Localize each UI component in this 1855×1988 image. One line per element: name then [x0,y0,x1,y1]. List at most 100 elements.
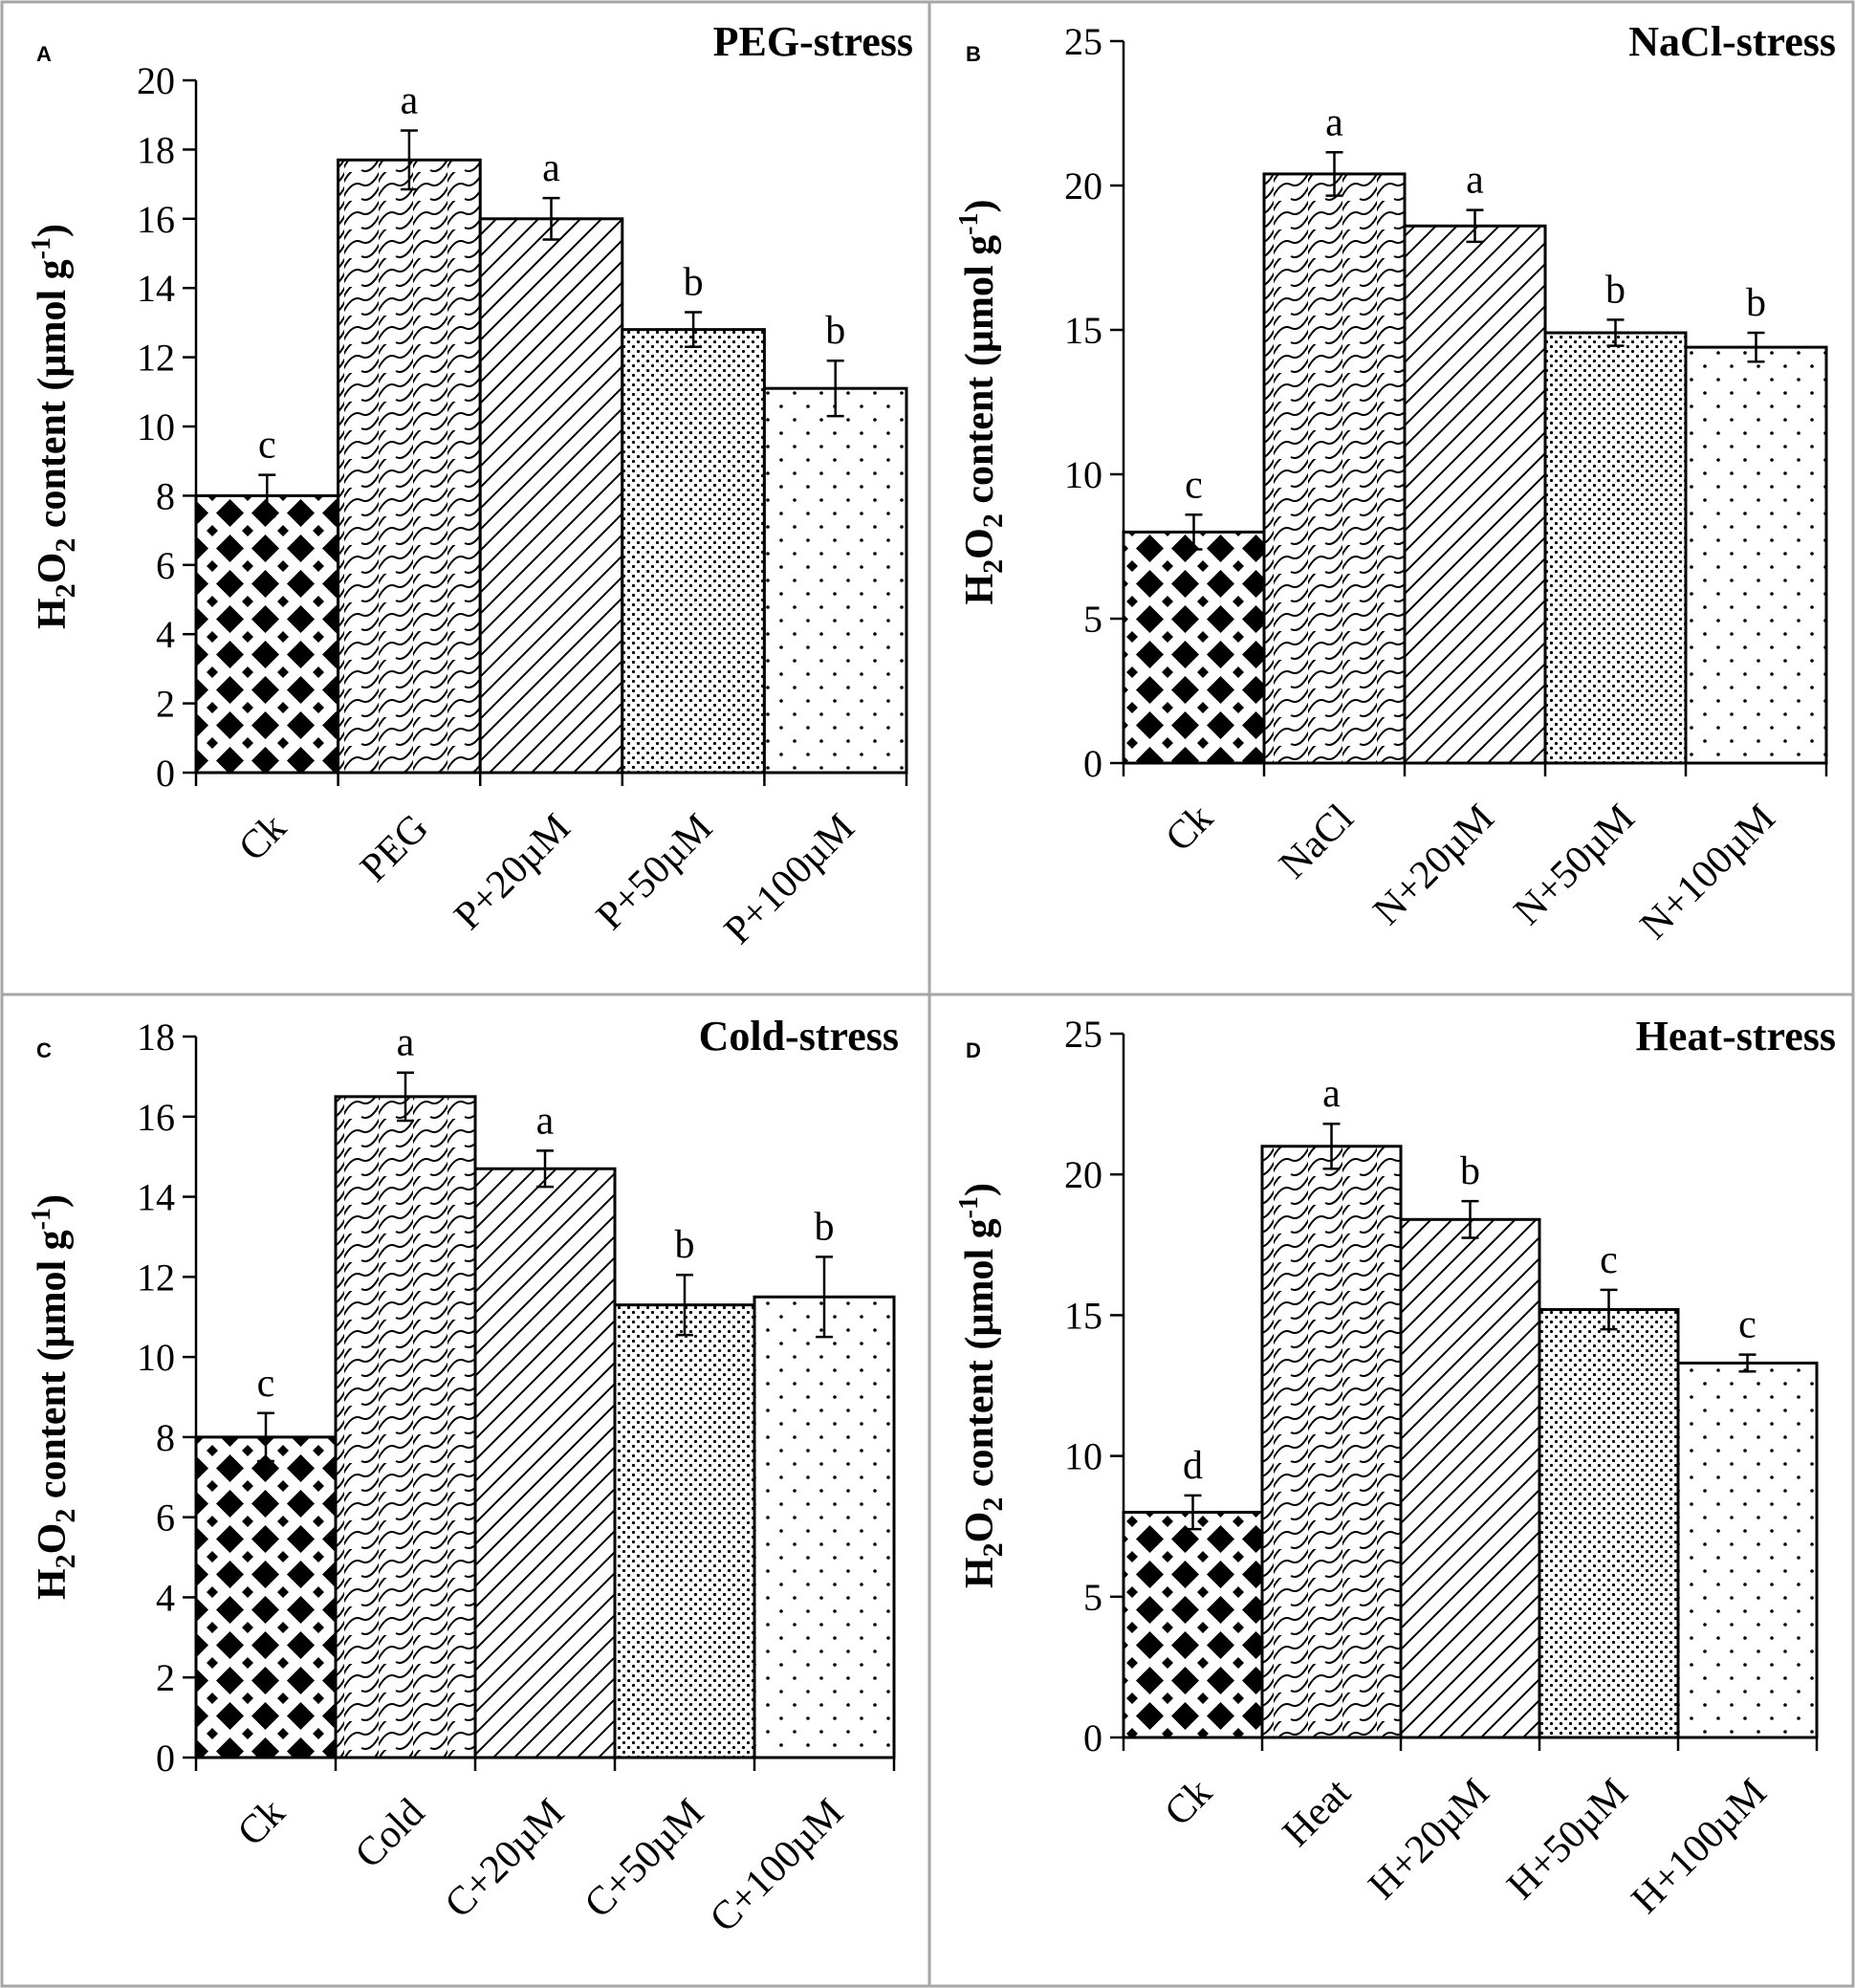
bar-0 [194,493,340,775]
panel-border [928,993,1855,1988]
bar-0 [194,1435,338,1759]
significance-label-1: a [401,78,419,122]
significance-label-3: b [684,261,704,305]
bar-4 [1676,1361,1819,1739]
category-label-1: Cold [347,1791,433,1877]
y-tick-label-0: 0 [1083,742,1102,785]
y-tick-label-4: 20 [1064,164,1102,208]
bar-1 [337,158,482,775]
y-tick-label-3: 6 [156,1496,175,1540]
y-tick-label-9: 18 [137,128,175,171]
significance-label-0: c [258,424,276,468]
bar-0 [1122,1510,1264,1739]
y-tick-label-6: 12 [137,337,175,380]
y-tick-label-7: 14 [137,1176,175,1219]
y-axis-label: H2O2 content (µmol g-1) [27,1194,81,1600]
bar-2 [478,217,624,775]
y-tick-label-8: 16 [137,1096,175,1139]
category-label-3: H+50µM [1499,1771,1637,1909]
chart-title: PEG-stress [713,18,913,65]
bar-1 [334,1095,477,1759]
significance-label-2: a [1466,159,1484,203]
bar-1 [1260,1145,1403,1739]
y-tick-label-2: 4 [156,1576,175,1619]
significance-label-3: b [1605,268,1626,312]
y-tick-label-3: 6 [156,544,175,587]
bar-3 [613,1303,756,1759]
significance-label-4: b [1746,281,1766,325]
y-axis-label: H2O2 content (µmol g-1) [954,200,1009,605]
y-tick-label-0: 0 [156,1737,175,1780]
category-label-4: C+100µM [702,1791,852,1941]
significance-label-0: c [257,1362,275,1406]
panel-letter: D [966,1038,981,1062]
bar-4 [1684,345,1828,765]
panel-letter: C [36,1038,52,1062]
y-tick-label-4: 20 [1064,1153,1102,1196]
chart-title: Cold-stress [699,1013,899,1060]
category-label-0: Ck [1156,1771,1220,1835]
category-label-0: Ck [229,1791,294,1855]
y-tick-label-1: 2 [156,1656,175,1699]
y-tick-label-2: 10 [1064,1435,1102,1478]
y-tick-label-5: 25 [1064,20,1102,63]
y-tick-label-1: 2 [156,683,175,726]
bar-3 [621,328,766,775]
bar-4 [762,386,908,775]
category-label-4: H+100µM [1624,1771,1776,1923]
y-tick-label-5: 25 [1064,1013,1102,1056]
y-tick-label-7: 14 [137,267,175,310]
y-tick-label-1: 5 [1083,598,1102,641]
panel-letter: B [966,42,981,66]
significance-label-2: a [542,146,560,190]
category-label-4: P+100µM [716,806,863,953]
bar-1 [1262,172,1407,765]
category-label-1: Heat [1275,1770,1360,1855]
significance-label-0: c [1185,463,1203,507]
significance-label-1: a [1322,1072,1341,1116]
y-tick-label-1: 5 [1083,1576,1102,1619]
y-tick-label-10: 20 [137,59,175,102]
y-tick-label-0: 0 [1083,1716,1102,1759]
significance-label-3: b [675,1223,695,1267]
category-label-2: N+20µM [1365,797,1503,934]
category-label-3: N+50µM [1506,797,1644,934]
bar-2 [1399,1217,1541,1739]
y-tick-label-8: 16 [137,198,175,241]
category-label-0: Ck [230,806,295,870]
significance-label-3: c [1600,1238,1618,1282]
y-axis-label: H2O2 content (µmol g-1) [954,1183,1009,1588]
significance-label-0: d [1183,1444,1203,1488]
category-label-3: P+50µM [588,806,721,939]
bar-4 [753,1295,896,1759]
y-tick-label-5: 10 [137,1336,175,1379]
category-label-2: C+20µM [437,1791,573,1927]
y-tick-label-3: 15 [1064,1294,1102,1337]
category-label-2: H+20µM [1361,1771,1498,1909]
bar-2 [473,1167,617,1759]
significance-label-2: a [536,1099,555,1143]
category-label-2: P+20µM [447,806,579,939]
bar-0 [1122,530,1266,765]
chart-title: Heat-stress [1636,1013,1836,1060]
bar-3 [1543,331,1688,765]
category-label-1: NaCl [1271,797,1362,887]
category-label-0: Ck [1157,797,1221,861]
y-tick-label-4: 8 [156,1416,175,1459]
y-tick-label-0: 0 [156,752,175,795]
significance-label-1: a [1325,100,1343,144]
panel-letter: A [36,42,52,66]
chart-title: NaCl-stress [1628,18,1836,65]
significance-label-2: b [1460,1149,1480,1193]
category-label-3: C+50µM [577,1791,712,1927]
y-tick-label-9: 18 [137,1016,175,1059]
significance-label-4: b [825,309,845,353]
y-tick-label-4: 8 [156,474,175,517]
y-axis-label: H2O2 content (µmol g-1) [27,224,81,629]
bar-2 [1403,224,1547,765]
